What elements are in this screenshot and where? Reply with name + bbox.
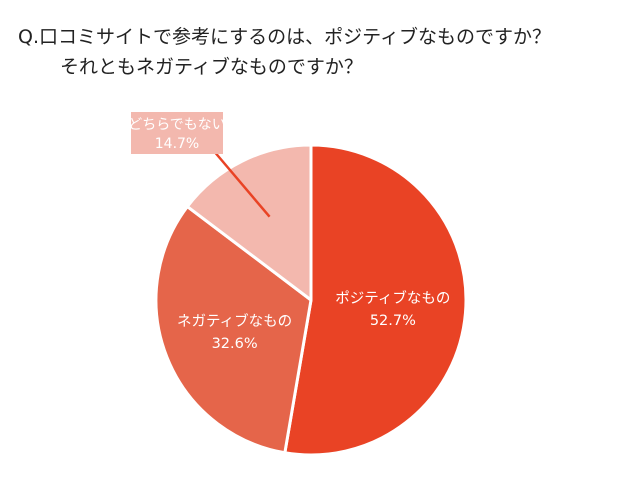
- pie-slice-neither: [185, 143, 313, 302]
- slice-label-negative: ネガティブなもの: [177, 312, 292, 330]
- slice-value-neither: 14.7%: [155, 136, 199, 152]
- callout-leader-line: [212, 149, 271, 218]
- callout-box: [131, 112, 223, 154]
- pie-slice-negative: [154, 205, 313, 455]
- question-line-1: Q.口コミサイトで参考にするのは、ポジティブなものですか？: [18, 26, 552, 48]
- question-title: Q.口コミサイトで参考にするのは、ポジティブなものですか？ それともネガティブな…: [18, 22, 551, 82]
- slice-label-neither: どちらでもない: [128, 117, 226, 133]
- slice-value-positive: 52.7%: [370, 313, 416, 329]
- slice-label-positive: ポジティブなもの: [335, 289, 450, 307]
- question-line-2: それともネガティブなものですか？: [60, 56, 363, 78]
- slice-value-negative: 32.6%: [212, 336, 258, 352]
- pie-slice-positive: [283, 143, 468, 457]
